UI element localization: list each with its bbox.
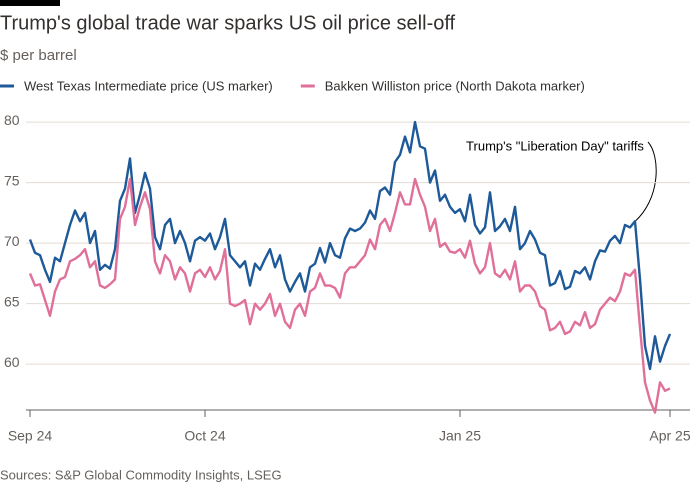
source: Sources: S&P Global Commodity Insights, … bbox=[0, 467, 282, 482]
y-tick-label: 75 bbox=[4, 172, 20, 188]
y-tick-label: 60 bbox=[4, 354, 20, 370]
brand-bar bbox=[0, 0, 60, 6]
chart-title: Trump's global trade war sparks US oil p… bbox=[0, 12, 456, 34]
x-tick-label: Jan 25 bbox=[439, 428, 481, 444]
series-line bbox=[28, 177, 671, 414]
x-tick-label: Apr 25 bbox=[649, 428, 690, 444]
series-line bbox=[28, 120, 672, 371]
y-tick-label: 70 bbox=[4, 233, 20, 249]
y-tick-label: 65 bbox=[4, 293, 20, 309]
x-tick-label: Oct 24 bbox=[184, 428, 225, 444]
y-tick-label: 80 bbox=[4, 112, 20, 128]
legend-label: West Texas Intermediate price (US marker… bbox=[24, 78, 273, 93]
annotation-connector bbox=[631, 141, 657, 225]
annotation: Trump's "Liberation Day" tariffs bbox=[466, 138, 644, 153]
x-tick-label: Sep 24 bbox=[8, 428, 53, 444]
chart-subtitle: $ per barrel bbox=[0, 47, 77, 64]
legend-label: Bakken Williston price (North Dakota mar… bbox=[325, 78, 585, 93]
